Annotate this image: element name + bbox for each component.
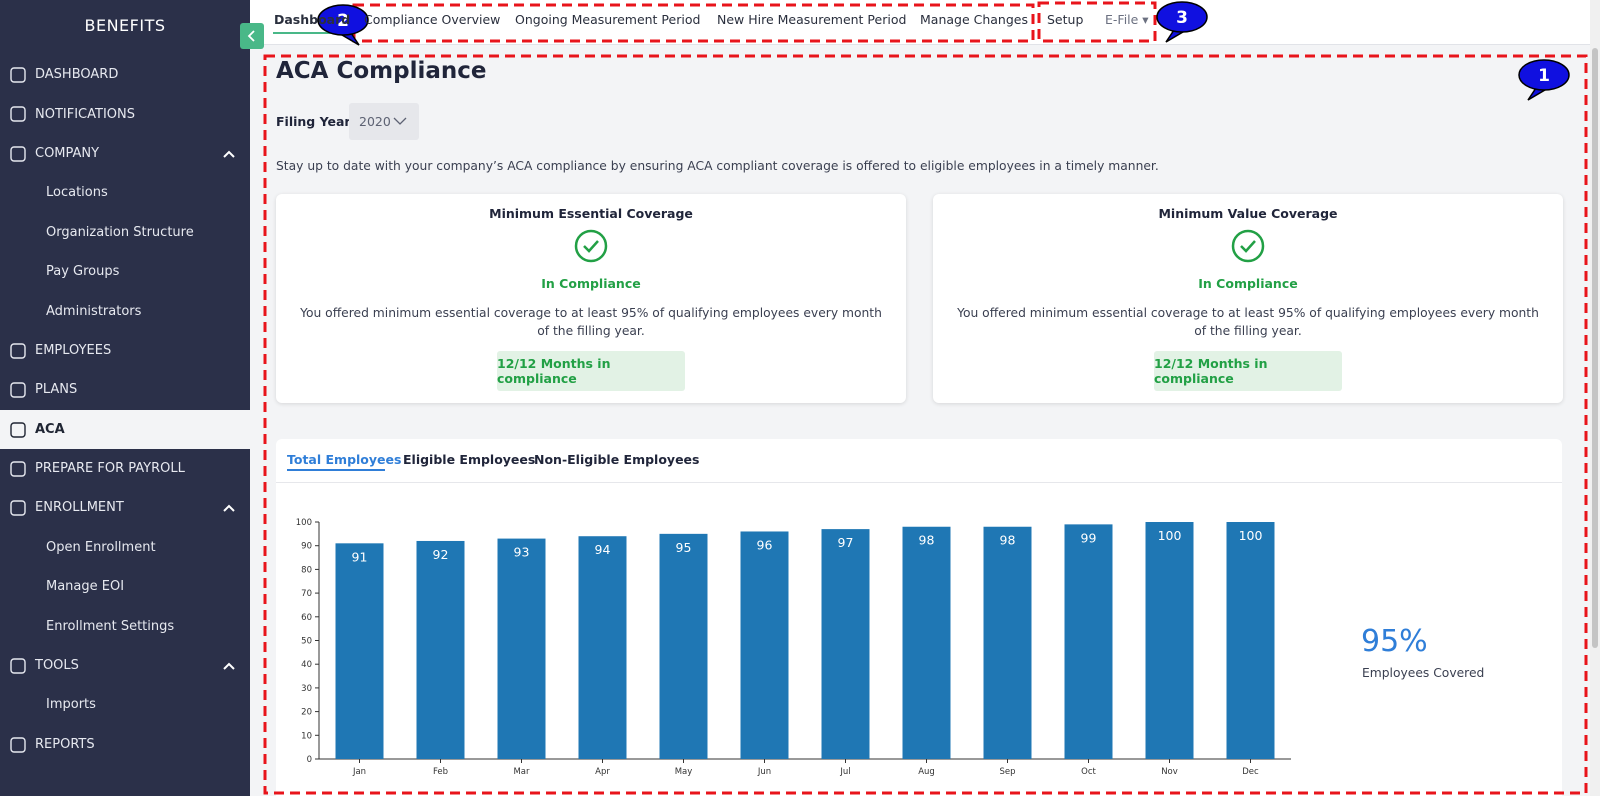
nav-subitem[interactable]: Open Enrollment: [46, 539, 156, 555]
bar-label: 100: [1239, 528, 1263, 543]
scroll-thumb[interactable]: [1592, 48, 1598, 648]
bar-label: 97: [838, 535, 854, 550]
dropdown-caret: ▾: [1138, 12, 1149, 27]
y-tick-label: 0: [307, 755, 312, 765]
collapse-button[interactable]: [240, 23, 264, 49]
bar: [659, 533, 708, 759]
bar-label: 92: [433, 547, 449, 562]
nav-subitem[interactable]: Organization Structure: [46, 224, 194, 240]
x-tick-label: Jul: [839, 767, 850, 777]
nav-icon: [9, 342, 27, 360]
bar: [416, 540, 465, 759]
nav-icon: [9, 499, 27, 517]
nav-subitem[interactable]: Imports: [46, 697, 96, 713]
nav-item[interactable]: TOOLS: [0, 646, 250, 685]
x-tick-label: Mar: [513, 767, 530, 777]
x-tick-label: Dec: [1242, 767, 1259, 777]
nav-item[interactable]: PREPARE FOR PAYROLL: [0, 449, 250, 488]
bar-label: 99: [1081, 530, 1097, 545]
x-tick-label: Jan: [352, 767, 366, 777]
bar-label: 100: [1158, 528, 1182, 543]
nav-icon: [9, 736, 27, 754]
chevron: [222, 147, 236, 161]
nav-icon: [9, 145, 27, 163]
nav-icon: [9, 657, 27, 675]
x-tick-label: Feb: [433, 767, 448, 777]
nav-tab[interactable]: Manage Changes: [920, 12, 1028, 27]
summary-value: 95%: [1361, 624, 1428, 659]
nav-subitem[interactable]: Pay Groups: [46, 264, 120, 280]
bar-label: 98: [1000, 533, 1016, 548]
y-tick-label: 90: [301, 542, 312, 552]
bar: [821, 529, 870, 759]
sidebar: BENEFITS DASHBOARD NOTIFICATIONS COMPANY Lo…: [0, 0, 250, 796]
bar: [740, 531, 789, 759]
bar: [1145, 522, 1194, 759]
bar: [335, 543, 384, 759]
sidebar-menu: DASHBOARD NOTIFICATIONS COMPANY Locations Or…: [0, 55, 250, 764]
bar-label: 91: [352, 549, 368, 564]
nav-tab[interactable]: New Hire Measurement Period: [717, 12, 907, 27]
nav-subitem[interactable]: Enrollment Settings: [46, 618, 175, 634]
x-tick-label: Nov: [1161, 767, 1178, 777]
nav-item[interactable]: NOTIFICATIONS: [0, 94, 250, 133]
bar: [497, 538, 546, 759]
nav-tab[interactable]: Dashboard: [274, 12, 351, 27]
bar-label: 95: [676, 540, 692, 555]
y-tick-label: 20: [301, 708, 312, 718]
nav-item[interactable]: ACA: [0, 409, 250, 449]
nav-subitem[interactable]: Locations: [46, 185, 108, 201]
x-tick-label: Jun: [757, 767, 771, 777]
scrollbar[interactable]: [1590, 0, 1600, 796]
bar: [578, 536, 627, 759]
bar: [983, 526, 1032, 759]
bar: [1226, 522, 1275, 759]
y-tick-label: 40: [301, 660, 312, 670]
y-tick-label: 70: [301, 589, 312, 599]
nav-item[interactable]: REPORTS: [0, 725, 250, 764]
bar-label: 94: [595, 542, 611, 557]
active-tab-underline: [273, 32, 339, 34]
nav-icon: [9, 460, 27, 478]
nav-item[interactable]: DASHBOARD: [0, 55, 250, 94]
x-tick-label: Oct: [1081, 767, 1096, 777]
y-tick-label: 30: [301, 684, 312, 694]
nav-icon: [9, 421, 27, 439]
y-tick-label: 100: [296, 518, 312, 528]
bar-label: 96: [757, 537, 773, 552]
y-tick-label: 50: [301, 637, 312, 647]
nav-item[interactable]: EMPLOYEES: [0, 331, 250, 370]
x-tick-label: Apr: [595, 767, 610, 777]
bar-label: 98: [919, 533, 935, 548]
nav-tab[interactable]: Compliance Overview: [364, 12, 501, 27]
y-tick-label: 80: [301, 565, 312, 575]
nav-tab[interactable]: Ongoing Measurement Period: [515, 12, 701, 27]
nav-subitem[interactable]: Administrators: [46, 303, 142, 319]
x-tick-label: May: [675, 767, 693, 777]
chevron: [222, 501, 236, 515]
y-tick-label: 10: [301, 731, 312, 741]
nav-item[interactable]: PLANS: [0, 370, 250, 409]
nav-icon: [9, 381, 27, 399]
summary-label: Employees Covered: [1362, 666, 1485, 680]
nav-item[interactable]: ENROLLMENT: [0, 488, 250, 527]
nav-subitem[interactable]: Manage EOI: [46, 579, 125, 595]
nav-icon: [9, 105, 27, 123]
x-tick-label: Aug: [918, 767, 935, 777]
nav-tab[interactable]: E-File ▾: [1105, 12, 1149, 27]
nav-item[interactable]: COMPANY: [0, 134, 250, 173]
nav-tab[interactable]: Setup: [1047, 12, 1084, 27]
x-tick-label: Sep: [999, 767, 1015, 777]
bar-label: 93: [514, 545, 530, 560]
bar: [902, 526, 951, 759]
chevron: [222, 659, 236, 673]
y-tick-label: 60: [301, 613, 312, 623]
sidebar-title: BENEFITS: [84, 16, 166, 35]
nav-icon: [9, 66, 27, 84]
bar: [1064, 524, 1113, 759]
